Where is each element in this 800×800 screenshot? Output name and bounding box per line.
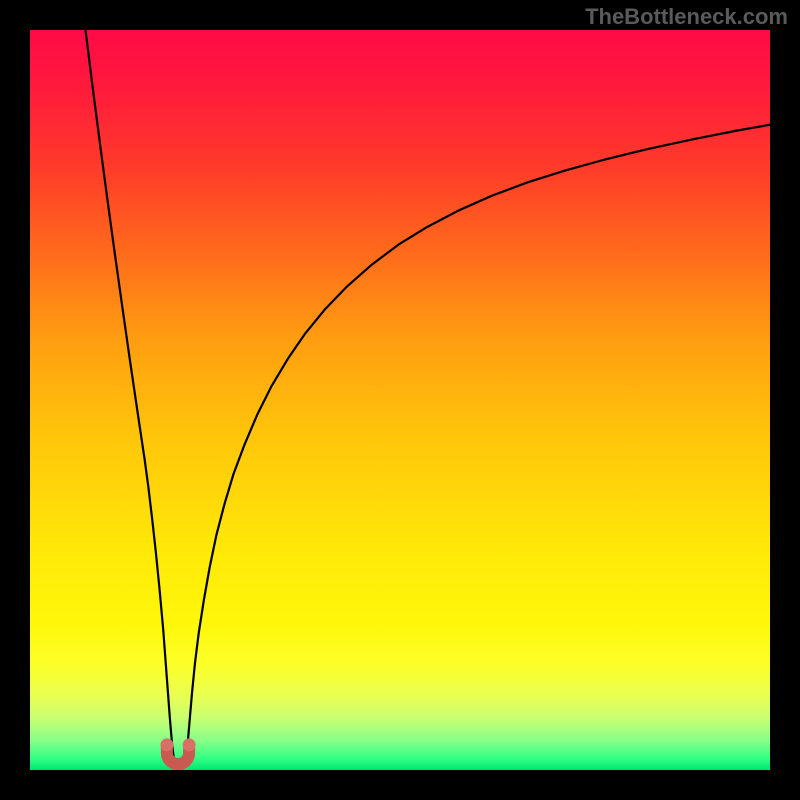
marker-endcap <box>160 738 173 751</box>
bottleneck-chart <box>30 30 770 770</box>
gradient-background <box>30 30 770 770</box>
chart-container: TheBottleneck.com <box>0 0 800 800</box>
marker-endcap <box>183 738 196 751</box>
plot-area <box>30 30 770 770</box>
watermark-text: TheBottleneck.com <box>585 4 788 30</box>
